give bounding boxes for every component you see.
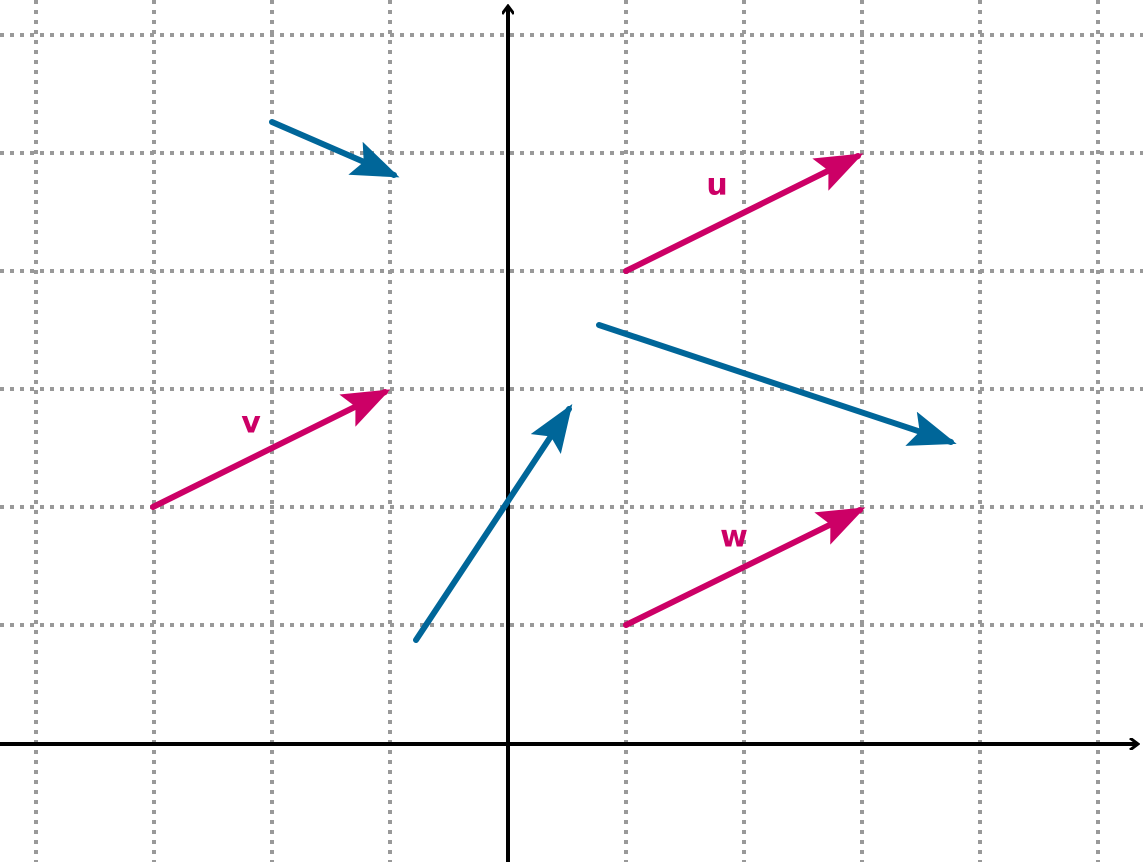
vector-label: w — [720, 520, 748, 555]
blue-vector — [413, 403, 573, 643]
vector-u — [623, 153, 864, 274]
blue-vector — [269, 119, 400, 178]
blue-vector — [596, 322, 957, 446]
vector-v — [150, 389, 391, 510]
vector-label: v — [241, 406, 261, 441]
vector-w — [623, 507, 866, 628]
pink-vectors — [150, 153, 866, 628]
vector-label: u — [706, 168, 727, 203]
blue-vectors — [269, 119, 957, 643]
